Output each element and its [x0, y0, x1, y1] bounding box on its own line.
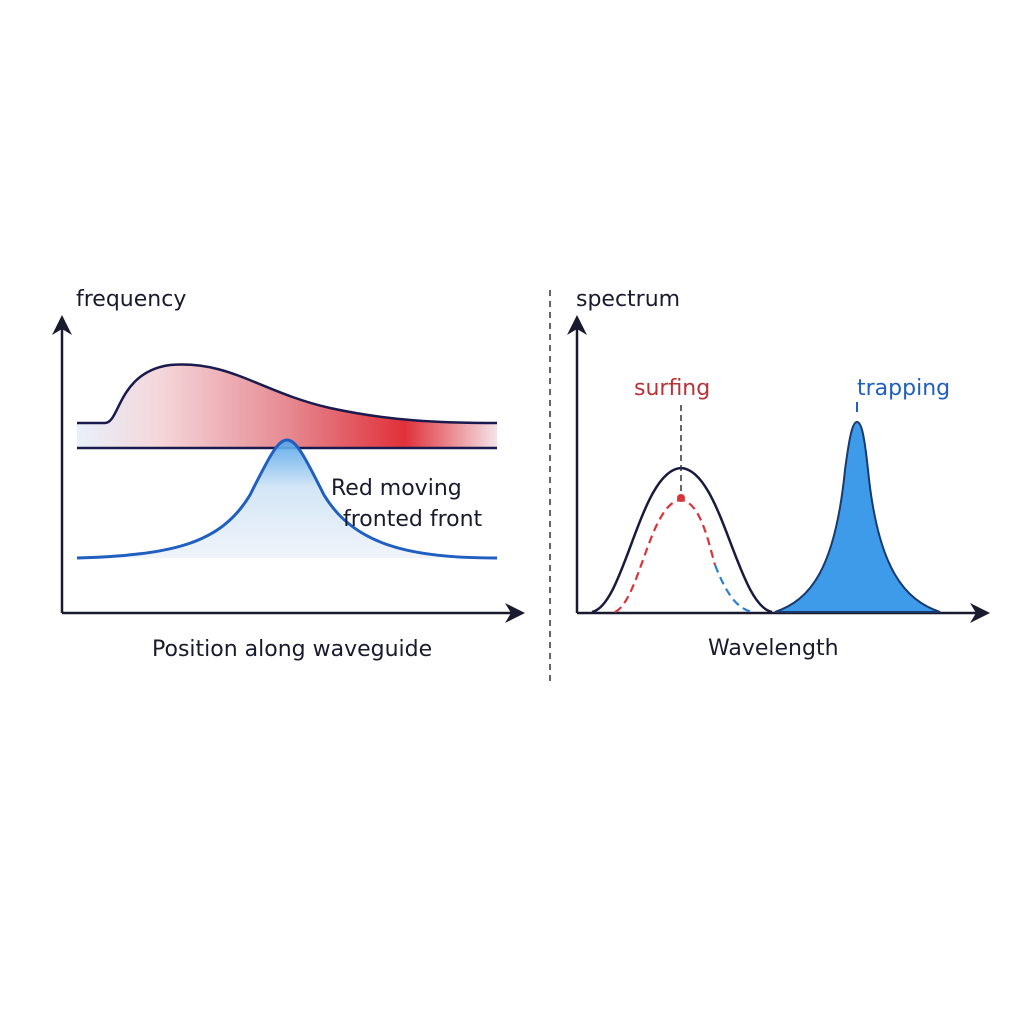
surfing-label: surfing — [634, 376, 710, 401]
y-label: spectrum — [576, 287, 680, 312]
blue-pulse-curve — [76, 438, 498, 560]
surfing-dot — [677, 494, 685, 502]
y-label: frequency — [76, 287, 186, 312]
annotation: Red moving — [331, 476, 462, 501]
annotation: fronted front — [343, 507, 483, 532]
x-label: Wavelength — [708, 636, 839, 661]
blue-pulse-fill — [77, 440, 497, 558]
surfing-curve-tail — [713, 564, 753, 614]
red-front-curve — [77, 363, 498, 425]
spectrum-curve — [591, 466, 773, 614]
trapping-peak — [774, 420, 941, 613]
left-panel: frequency Position along waveguide Red m… — [52, 287, 525, 662]
red-front-fill — [77, 364, 497, 448]
surfing-curve — [614, 498, 717, 613]
right-panel: spectrum Wavelength surfing trapping — [567, 287, 990, 661]
trapping-label: trapping — [857, 376, 950, 401]
x-label: Position along waveguide — [152, 637, 432, 662]
